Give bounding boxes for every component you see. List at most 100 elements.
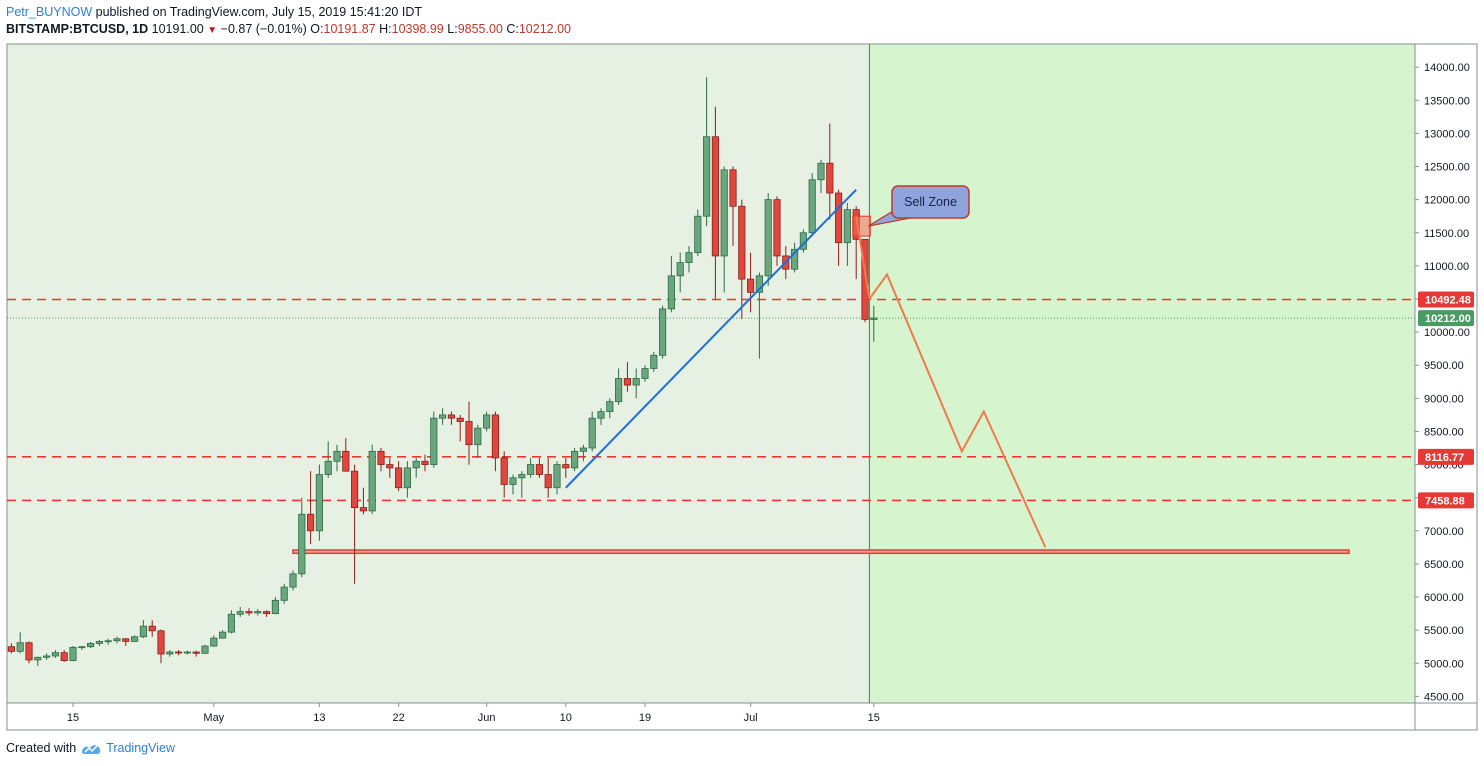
- x-tick-label: May: [203, 712, 224, 724]
- candle: [131, 635, 139, 643]
- y-tick-label: 5000.00: [1424, 658, 1464, 670]
- x-tick-label: Jun: [478, 712, 496, 724]
- candle-body: [324, 460, 332, 475]
- candle-body: [817, 162, 825, 181]
- last-price-label: 10212.00: [1425, 313, 1471, 325]
- candle: [562, 457, 570, 478]
- change-label: −0.87 (−0.01%): [220, 22, 307, 36]
- candle: [51, 650, 59, 658]
- candle: [843, 202, 851, 266]
- candle-body: [826, 162, 834, 194]
- candle: [439, 408, 447, 425]
- candle: [861, 238, 869, 323]
- candle-body: [395, 467, 403, 489]
- candle-body: [139, 625, 147, 638]
- candle-body: [113, 638, 121, 642]
- candle-body: [245, 611, 253, 614]
- candle-body: [518, 474, 526, 479]
- candle-body: [870, 317, 878, 320]
- candle-body: [483, 414, 491, 429]
- candle: [447, 411, 455, 425]
- candle: [870, 305, 878, 342]
- candle: [7, 643, 15, 654]
- candle: [527, 457, 535, 478]
- candle-body: [412, 460, 420, 469]
- candle: [685, 246, 693, 273]
- candle-body: [861, 238, 869, 320]
- candle: [175, 650, 183, 656]
- level-price-label: 10492.48: [1425, 294, 1471, 306]
- candle: [703, 77, 711, 227]
- tradingview-brand[interactable]: TradingView: [106, 741, 175, 755]
- candle: [87, 642, 95, 649]
- y-tick-label: 10000.00: [1424, 327, 1470, 339]
- x-tick-label: 22: [392, 712, 404, 724]
- candle: [69, 646, 77, 662]
- candle-body: [843, 209, 851, 244]
- candle-body: [131, 636, 139, 642]
- candle: [676, 252, 684, 293]
- candle: [324, 441, 332, 478]
- candle-body: [474, 427, 482, 446]
- candle: [579, 444, 587, 462]
- sell-zone-box: [852, 215, 871, 237]
- candle-body: [254, 611, 262, 614]
- candle: [791, 242, 799, 273]
- candle-body: [641, 368, 649, 379]
- chart-frame: [6, 43, 1478, 731]
- candle-body: [456, 417, 464, 422]
- candle-body: [755, 275, 763, 293]
- ohlc-line: BITSTAMP:BTCUSD, 1D 10191.00 ▼ −0.87 (−0…: [6, 22, 571, 36]
- candle: [412, 457, 420, 478]
- candle-body: [368, 450, 376, 512]
- candle-body: [351, 470, 359, 509]
- candle-body: [597, 411, 605, 419]
- candle-body: [720, 169, 728, 257]
- candle: [245, 608, 253, 616]
- candle-body: [667, 275, 675, 310]
- candle: [113, 636, 121, 644]
- candle-body: [650, 354, 658, 369]
- candle-body: [447, 414, 455, 419]
- candle-body: [315, 474, 323, 532]
- candle: [342, 438, 350, 472]
- candle: [43, 653, 51, 660]
- candle-body: [104, 640, 112, 643]
- candle: [368, 444, 376, 515]
- author-link[interactable]: Petr_BUYNOW: [6, 5, 93, 19]
- sell-zone-callout: [891, 185, 970, 219]
- candle-body: [403, 467, 411, 489]
- candle: [183, 650, 191, 655]
- level-price-label-bg: [1418, 291, 1474, 308]
- candle: [34, 656, 42, 666]
- candle: [615, 368, 623, 405]
- candle: [720, 166, 728, 293]
- candle: [694, 209, 702, 256]
- candle-body: [579, 447, 587, 452]
- candle: [104, 638, 112, 645]
- candle-body: [465, 421, 473, 446]
- candle: [491, 411, 499, 472]
- candle: [509, 474, 517, 495]
- candle: [729, 166, 737, 247]
- y-tick-label: 6000.00: [1424, 592, 1464, 604]
- candle-body: [439, 414, 447, 419]
- candle: [227, 610, 235, 634]
- candle-body: [175, 651, 183, 654]
- candle: [650, 351, 658, 372]
- x-tick-label: 15: [67, 712, 79, 724]
- candle: [465, 401, 473, 465]
- candle: [315, 464, 323, 541]
- candle: [571, 448, 579, 472]
- candle: [236, 606, 244, 617]
- candle: [157, 629, 165, 664]
- last-price-label: 10191.00: [151, 22, 204, 36]
- candle-body: [808, 179, 816, 234]
- candle: [553, 461, 561, 495]
- candle: [535, 457, 543, 478]
- close-label: C:: [506, 22, 519, 36]
- candle-body: [183, 651, 191, 654]
- x-tick-label: 15: [868, 712, 880, 724]
- candle: [808, 173, 816, 237]
